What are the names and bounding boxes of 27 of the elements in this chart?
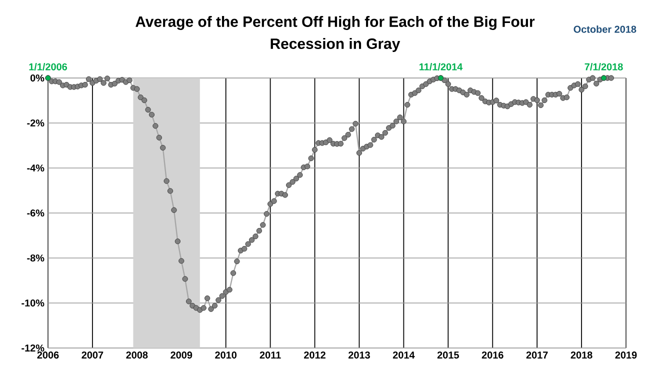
x-tick-label: 2008 [126,352,148,359]
text: October 2018 [574,26,636,33]
y-tick-label: -10% [22,299,44,307]
x-tick-label: 2019 [615,352,637,359]
x-tick-label: 2013 [348,352,370,359]
y-tick-label: -4% [27,164,44,172]
x-tick-label: 2006 [37,352,59,359]
x-tick-label: 2016 [482,352,504,359]
chart-title: Average of the Percent Off High for Each of the Big Four [136,16,535,30]
annotation: 7/1/2018 [584,63,623,70]
x-tick-label: 2015 [437,352,459,359]
x-tick-label: 2010 [215,352,237,359]
y-tick-label: 0% [30,74,44,82]
x-tick-label: 2011 [260,352,281,359]
y-tick-label: -6% [27,209,44,217]
annotation: 1/1/2006 [29,63,68,70]
y-tick-label: -8% [27,254,44,262]
x-tick-label: 2009 [170,352,192,359]
y-tick-label: -2% [27,119,44,127]
y-tick-label: -12% [22,344,44,352]
x-tick-label: 2007 [82,352,104,359]
x-tick-label: 2014 [392,352,415,359]
x-tick-label: 2017 [526,352,548,359]
x-tick-label: 2012 [304,352,326,359]
chart-subtitle: Recession in Gray [270,38,400,52]
x-tick-label: 2018 [570,352,592,359]
annotation: 11/1/2014 [419,63,463,70]
